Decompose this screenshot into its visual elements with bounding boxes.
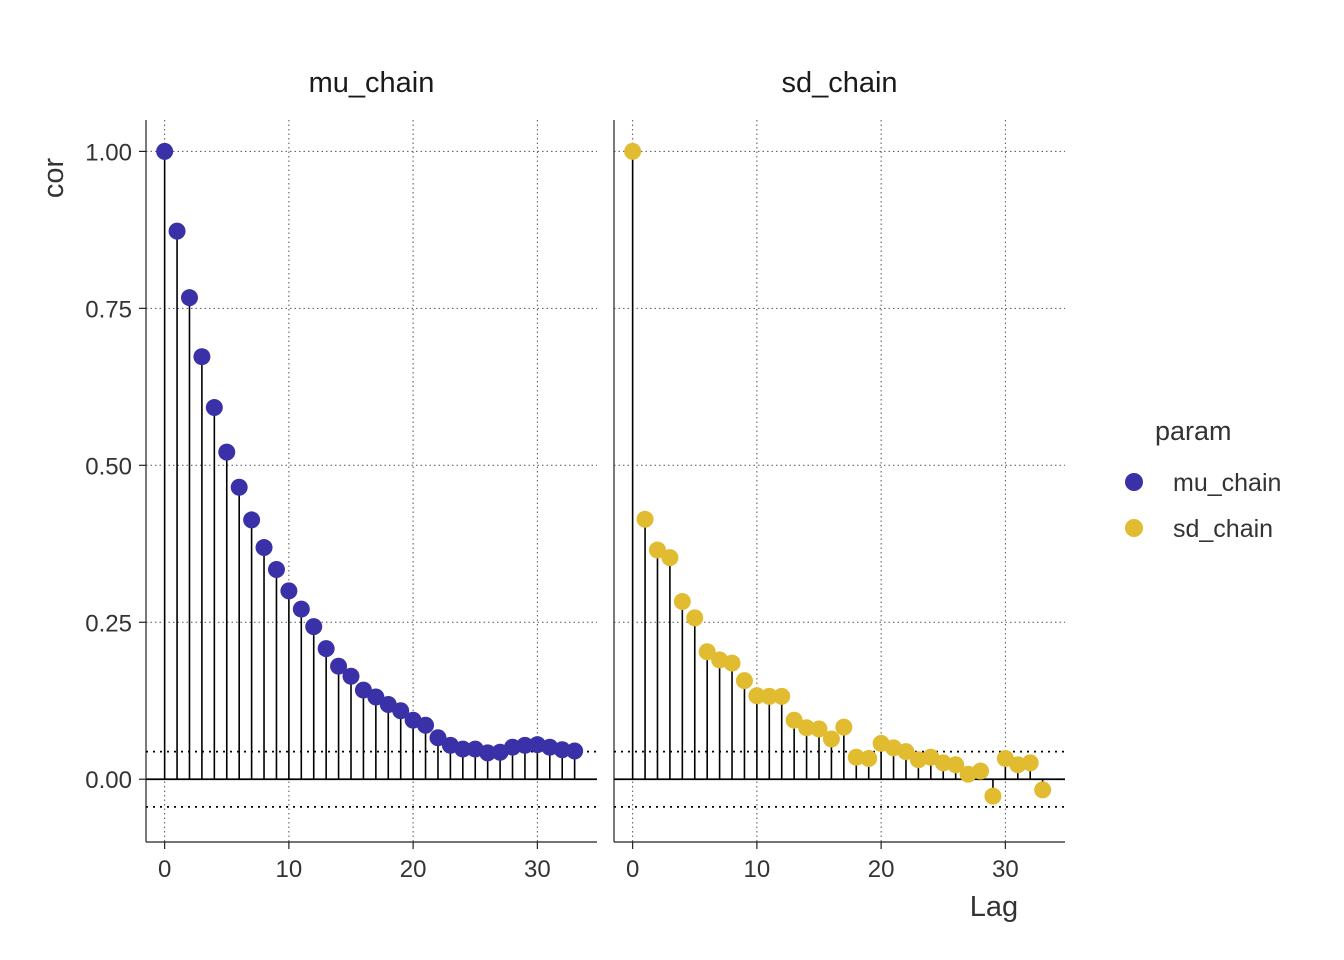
acf-point [292,600,310,618]
acf-point [822,730,840,748]
acf-point [367,688,385,706]
acf-point [810,720,828,738]
acf-point [1009,756,1027,774]
acf-point [330,657,348,675]
x-tick-label: 30 [992,856,1019,883]
x-tick-label: 20 [868,856,895,883]
acf-point [193,348,211,366]
acf-point [429,729,447,747]
acf-point [180,289,198,307]
acf-point [230,478,248,496]
legend: param mu_chain sd_chain [1125,416,1281,543]
acf-point [773,687,791,705]
panels-layer: mu_chain 0 10 20 30 0.00 0.25 0.50 0.75 1.00 sd_ch… [85,67,1065,883]
y-tick-label: 0.25 [85,610,132,637]
legend-label: mu_chain [1173,469,1281,497]
acf-point [648,541,666,559]
acf-point [798,719,816,737]
y-tick-label: 0.75 [85,296,132,323]
legend-key-sd_chain [1125,519,1143,537]
acf-point [168,222,186,240]
acf-point [686,609,704,627]
legend-title: param [1155,416,1232,446]
acf-point [723,654,741,672]
x-tick-label: 0 [158,856,171,883]
acf-point [835,718,853,736]
acf-point [566,742,584,760]
acf-point [342,667,360,685]
acf-point [860,749,878,767]
acf-point [218,443,236,461]
acf-point [984,787,1002,805]
acf-point [748,687,766,705]
acf-point [305,618,323,636]
acf-point [661,549,679,567]
acf-point [934,754,952,772]
acf-point [255,539,273,557]
panel-mu_chain: mu_chain 0 10 20 30 0.00 0.25 0.50 0.75 1.00 [85,67,597,883]
acf-point [354,681,372,699]
acf-point [972,762,990,780]
acf-point [243,511,261,529]
acf-point [553,741,571,759]
acf-point [479,744,497,762]
x-axis-label: Lag [970,891,1018,923]
y-tick-label: 0.00 [85,767,132,794]
acf-point [317,640,335,658]
acf-point [392,702,410,720]
acf-point [760,687,778,705]
x-tick-label: 20 [400,856,427,883]
acf-point [504,738,522,756]
acf-point [205,399,223,417]
legend-key-mu_chain [1125,473,1143,491]
acf-point [673,593,691,611]
acf-point [454,740,472,758]
acf-point [735,672,753,690]
x-tick-label: 10 [744,856,771,883]
acf-point [947,756,965,774]
acf-point [785,711,803,729]
acf-point [624,142,642,160]
acf-point [636,510,654,528]
x-tick-label: 0 [626,856,639,883]
acf-point [156,142,174,160]
x-tick-label: 10 [276,856,303,883]
y-tick-label: 0.50 [85,453,132,480]
acf-point [1021,754,1039,772]
y-axis-label: cor [38,158,70,199]
x-tick-label: 30 [524,856,551,883]
y-tick-label: 1.00 [85,139,132,166]
acf-point [698,643,716,661]
acf-point [847,748,865,766]
acf-point [516,736,534,754]
panel-title: mu_chain [309,67,435,99]
acf-point [1034,781,1052,799]
panel-title: sd_chain [781,67,897,99]
acf-point [280,582,298,600]
legend-label: sd_chain [1173,515,1273,543]
acf-point [417,716,435,734]
acf-point [897,743,915,761]
panel-sd_chain: sd_chain 0 10 20 30 [613,67,1065,883]
acf-point [267,561,285,579]
